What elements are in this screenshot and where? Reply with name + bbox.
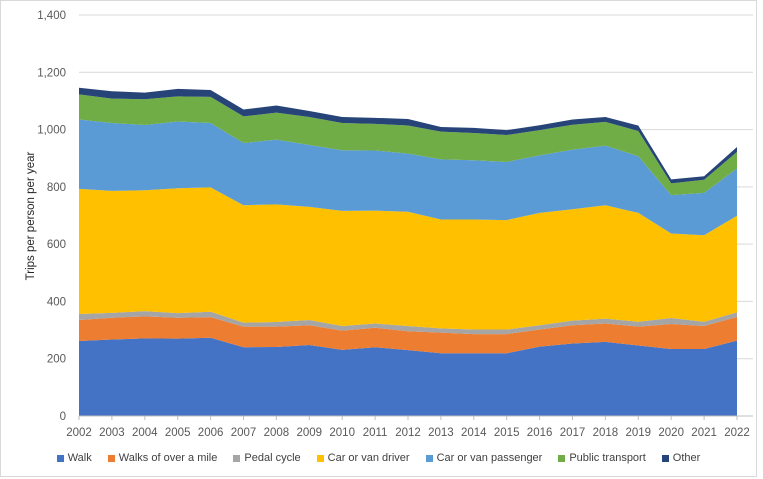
legend-swatch [56,454,64,462]
area-public-transport [79,94,737,196]
legend-label: Car or van passenger [436,452,543,464]
legend-swatch [107,454,115,462]
x-tick-label: 2016 [527,427,553,439]
legend-label: Pedal cycle [244,452,301,464]
area-walk [79,337,737,416]
y-tick-label: 1,200 [37,67,66,79]
x-tick-label: 2019 [626,427,652,439]
y-tick-label: 1,000 [37,125,66,137]
legend-label: Walk [67,452,92,464]
legend-swatch [316,454,324,462]
x-tick-label: 2011 [363,427,388,439]
legend-item: Walks of over a mile [107,452,218,464]
area-other [79,87,737,184]
legend: Walk Walks of over a mile Pedal cycle Car o… [0,452,757,464]
area-walks-of-over-a-mile [79,316,737,354]
x-tick-label: 2003 [99,427,125,439]
x-tick-label: 2022 [724,427,750,439]
x-tick-label: 2005 [165,427,191,439]
x-tick-label: 2002 [66,427,92,439]
area-car-or-van-passenger [79,119,737,236]
legend-swatch [558,454,566,462]
x-tick-label: 2021 [691,427,717,439]
y-tick-label: 1,400 [37,10,66,22]
x-tick-label: 2020 [658,427,684,439]
legend-label: Other [672,452,701,464]
y-axis-label: Trips per person per year [25,151,37,280]
x-tick-label: 2009 [297,427,323,439]
x-tick-label: 2010 [329,427,355,439]
x-tick-label: 2013 [428,427,454,439]
x-tick-label: 2012 [395,427,421,439]
legend-item: Pedal cycle [233,452,301,464]
x-tick-label: 2015 [494,427,520,439]
area-car-or-van-driver [79,187,737,330]
x-tick-label: 2018 [593,427,619,439]
x-tick-label: 2017 [560,427,586,439]
y-tick-label: 0 [60,411,66,423]
y-tick-label: 800 [47,182,66,194]
x-tick-label: 2007 [231,427,257,439]
area-pedal-cycle [79,311,737,335]
legend-item: Car or van driver [316,452,410,464]
legend-item: Car or van passenger [425,452,543,464]
x-tick-label: 2004 [132,427,158,439]
legend-item: Other [661,452,701,464]
legend-label: Public transport [569,452,646,464]
y-tick-label: 400 [47,296,66,308]
y-tick-label: 600 [47,239,66,251]
y-tick-label: 200 [47,354,66,366]
legend-label: Car or van driver [327,452,410,464]
legend-item: Public transport [558,452,646,464]
legend-item: Walk [56,452,92,464]
legend-label: Walks of over a mile [118,452,218,464]
x-tick-label: 2006 [198,427,224,439]
legend-swatch [233,454,241,462]
x-tick-label: 2008 [264,427,290,439]
legend-swatch [661,454,669,462]
legend-swatch [425,454,433,462]
x-tick-label: 2014 [461,427,487,439]
